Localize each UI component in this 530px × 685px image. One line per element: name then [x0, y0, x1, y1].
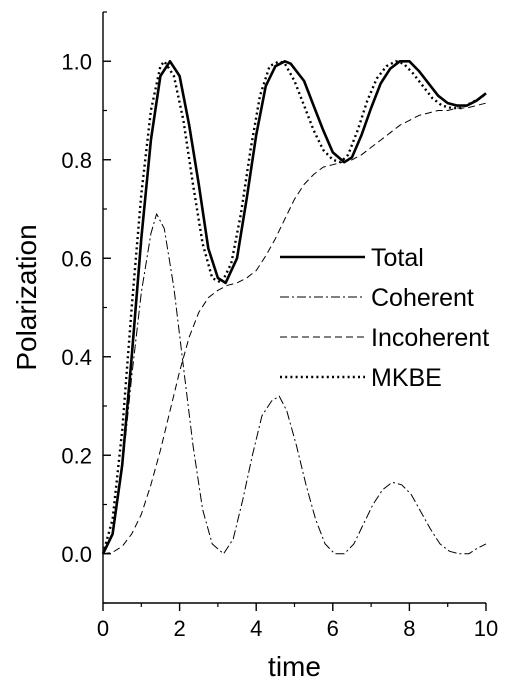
x-tick-label: 6 [327, 616, 339, 641]
y-tick-label: 0.4 [61, 345, 92, 370]
y-tick-label: 0.6 [61, 246, 92, 271]
series-line-incoherent [102, 102, 487, 555]
series-line-total [101, 60, 487, 555]
x-tick-label: 0 [97, 616, 109, 641]
x-tick-label: 4 [250, 616, 262, 641]
y-tick-label: 0.8 [61, 148, 92, 173]
x-tick-label: 10 [474, 616, 498, 641]
y-tick-label: 1.0 [61, 49, 92, 74]
series-line-coherent [102, 213, 487, 555]
legend: Total Coherent Incoherent MKBE [280, 244, 489, 392]
axes: 0.0 0.2 0.4 0.6 0.8 1.0 0 2 4 6 8 10 [61, 11, 498, 641]
x-tick-label: 8 [403, 616, 415, 641]
legend-label-coherent: Coherent [371, 284, 474, 312]
legend-label-incoherent: Incoherent [371, 324, 489, 352]
plot-area [101, 60, 487, 555]
x-axis-title: time [268, 651, 321, 682]
legend-label-mkbe: MKBE [371, 364, 442, 392]
legend-label-total: Total [371, 244, 424, 272]
series-line-mkbe [101, 60, 487, 555]
x-tick-label: 2 [173, 616, 185, 641]
y-tick-label: 0.2 [61, 443, 92, 468]
y-axis-title: Polarization [11, 224, 42, 370]
y-tick-label: 0.0 [61, 542, 92, 567]
